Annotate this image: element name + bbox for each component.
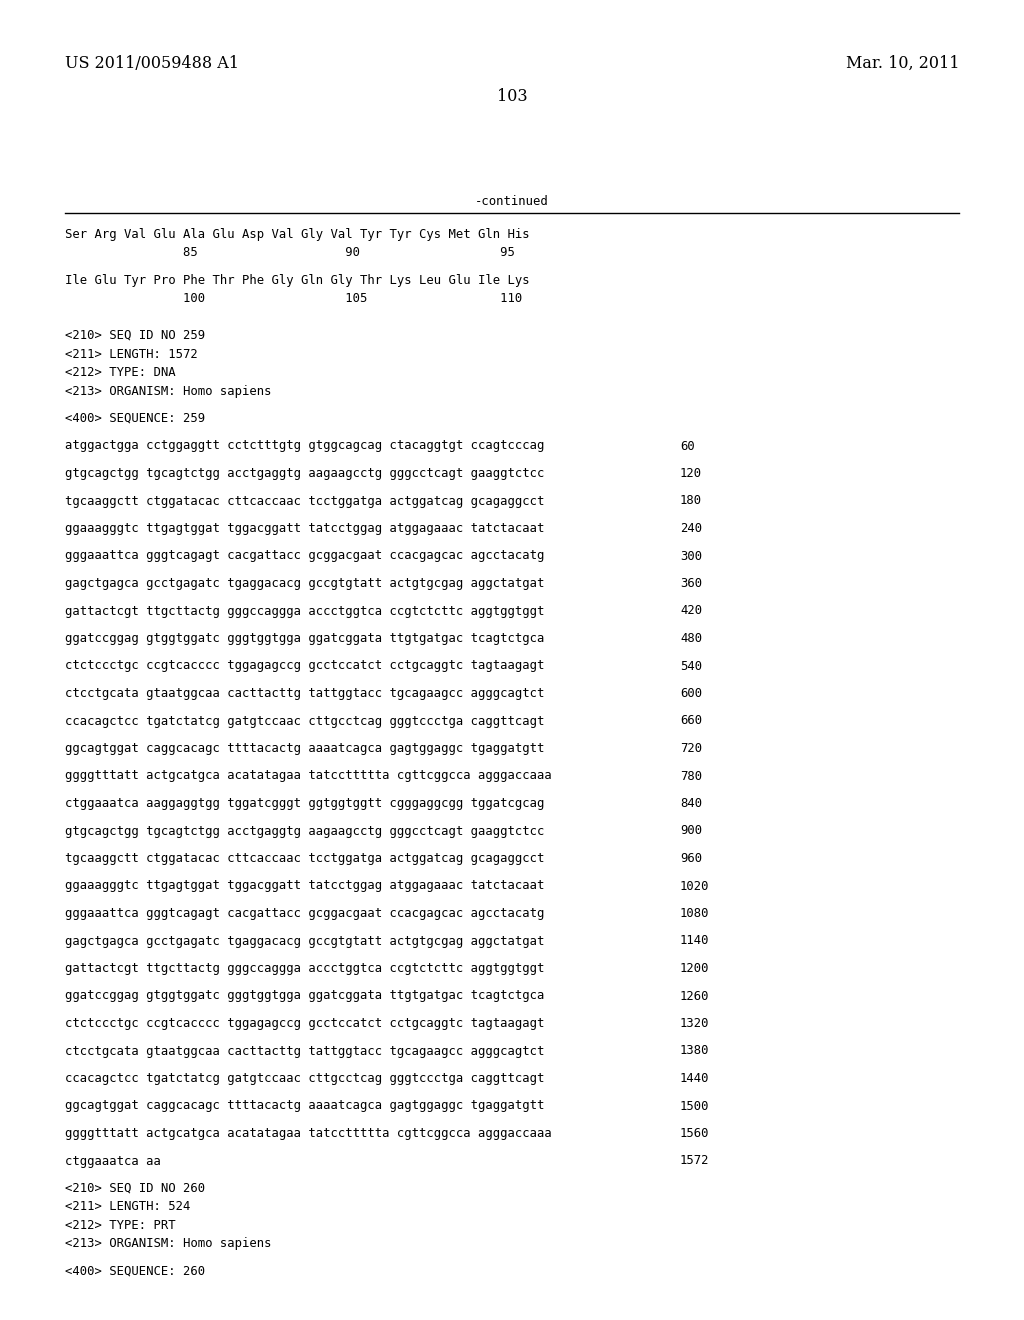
Text: 540: 540 <box>680 660 702 672</box>
Text: 300: 300 <box>680 549 702 562</box>
Text: gattactcgt ttgcttactg gggccaggga accctggtca ccgtctcttc aggtggtggt: gattactcgt ttgcttactg gggccaggga accctgg… <box>65 962 545 975</box>
Text: 360: 360 <box>680 577 702 590</box>
Text: 85                    90                   95: 85 90 95 <box>65 247 515 260</box>
Text: 1140: 1140 <box>680 935 710 948</box>
Text: ggatccggag gtggtggatc gggtggtgga ggatcggata ttgtgatgac tcagtctgca: ggatccggag gtggtggatc gggtggtgga ggatcgg… <box>65 632 545 645</box>
Text: 240: 240 <box>680 521 702 535</box>
Text: ctcctgcata gtaatggcaa cacttacttg tattggtacc tgcagaagcc agggcagtct: ctcctgcata gtaatggcaa cacttacttg tattggt… <box>65 1044 545 1057</box>
Text: gggaaattca gggtcagagt cacgattacc gcggacgaat ccacgagcac agcctacatg: gggaaattca gggtcagagt cacgattacc gcggacg… <box>65 549 545 562</box>
Text: gtgcagctgg tgcagtctgg acctgaggtg aagaagcctg gggcctcagt gaaggtctcc: gtgcagctgg tgcagtctgg acctgaggtg aagaagc… <box>65 467 545 480</box>
Text: tgcaaggctt ctggatacac cttcaccaac tcctggatga actggatcag gcagaggcct: tgcaaggctt ctggatacac cttcaccaac tcctgga… <box>65 495 545 507</box>
Text: 1200: 1200 <box>680 962 710 975</box>
Text: 60: 60 <box>680 440 694 453</box>
Text: <213> ORGANISM: Homo sapiens: <213> ORGANISM: Homo sapiens <box>65 1238 271 1250</box>
Text: 780: 780 <box>680 770 702 783</box>
Text: Ser Arg Val Glu Ala Glu Asp Val Gly Val Tyr Tyr Cys Met Gln His: Ser Arg Val Glu Ala Glu Asp Val Gly Val … <box>65 228 529 242</box>
Text: ctctccctgc ccgtcacccc tggagagccg gcctccatct cctgcaggtc tagtaagagt: ctctccctgc ccgtcacccc tggagagccg gcctcca… <box>65 660 545 672</box>
Text: 960: 960 <box>680 851 702 865</box>
Text: Mar. 10, 2011: Mar. 10, 2011 <box>846 55 959 73</box>
Text: 600: 600 <box>680 686 702 700</box>
Text: ggaaagggtc ttgagtggat tggacggatt tatcctggag atggagaaac tatctacaat: ggaaagggtc ttgagtggat tggacggatt tatcctg… <box>65 879 545 892</box>
Text: ccacagctcc tgatctatcg gatgtccaac cttgcctcag gggtccctga caggttcagt: ccacagctcc tgatctatcg gatgtccaac cttgcct… <box>65 1072 545 1085</box>
Text: gtgcagctgg tgcagtctgg acctgaggtg aagaagcctg gggcctcagt gaaggtctcc: gtgcagctgg tgcagtctgg acctgaggtg aagaagc… <box>65 825 545 837</box>
Text: 660: 660 <box>680 714 702 727</box>
Text: 1440: 1440 <box>680 1072 710 1085</box>
Text: 1560: 1560 <box>680 1127 710 1140</box>
Text: Ile Glu Tyr Pro Phe Thr Phe Gly Gln Gly Thr Lys Leu Glu Ile Lys: Ile Glu Tyr Pro Phe Thr Phe Gly Gln Gly … <box>65 275 529 286</box>
Text: <213> ORGANISM: Homo sapiens: <213> ORGANISM: Homo sapiens <box>65 384 271 397</box>
Text: 180: 180 <box>680 495 702 507</box>
Text: gagctgagca gcctgagatc tgaggacacg gccgtgtatt actgtgcgag aggctatgat: gagctgagca gcctgagatc tgaggacacg gccgtgt… <box>65 935 545 948</box>
Text: gattactcgt ttgcttactg gggccaggga accctggtca ccgtctcttc aggtggtggt: gattactcgt ttgcttactg gggccaggga accctgg… <box>65 605 545 618</box>
Text: -continued: -continued <box>475 195 549 209</box>
Text: ggaaagggtc ttgagtggat tggacggatt tatcctggag atggagaaac tatctacaat: ggaaagggtc ttgagtggat tggacggatt tatcctg… <box>65 521 545 535</box>
Text: <210> SEQ ID NO 260: <210> SEQ ID NO 260 <box>65 1181 205 1195</box>
Text: <211> LENGTH: 524: <211> LENGTH: 524 <box>65 1200 190 1213</box>
Text: ggggtttatt actgcatgca acatatagaa tatccttttta cgttcggcca agggaccaaa: ggggtttatt actgcatgca acatatagaa tatcctt… <box>65 770 552 783</box>
Text: 1572: 1572 <box>680 1155 710 1167</box>
Text: 103: 103 <box>497 88 527 106</box>
Text: atggactgga cctggaggtt cctctttgtg gtggcagcag ctacaggtgt ccagtcccag: atggactgga cctggaggtt cctctttgtg gtggcag… <box>65 440 545 453</box>
Text: 100                   105                  110: 100 105 110 <box>65 293 522 305</box>
Text: gggaaattca gggtcagagt cacgattacc gcggacgaat ccacgagcac agcctacatg: gggaaattca gggtcagagt cacgattacc gcggacg… <box>65 907 545 920</box>
Text: <400> SEQUENCE: 260: <400> SEQUENCE: 260 <box>65 1265 205 1278</box>
Text: 1260: 1260 <box>680 990 710 1002</box>
Text: 720: 720 <box>680 742 702 755</box>
Text: ggggtttatt actgcatgca acatatagaa tatccttttta cgttcggcca agggaccaaa: ggggtttatt actgcatgca acatatagaa tatcctt… <box>65 1127 552 1140</box>
Text: <400> SEQUENCE: 259: <400> SEQUENCE: 259 <box>65 412 205 425</box>
Text: ctggaaatca aa: ctggaaatca aa <box>65 1155 161 1167</box>
Text: 480: 480 <box>680 632 702 645</box>
Text: ctggaaatca aaggaggtgg tggatcgggt ggtggtggtt cgggaggcgg tggatcgcag: ctggaaatca aaggaggtgg tggatcgggt ggtggtg… <box>65 797 545 810</box>
Text: 1080: 1080 <box>680 907 710 920</box>
Text: ggcagtggat caggcacagc ttttacactg aaaatcagca gagtggaggc tgaggatgtt: ggcagtggat caggcacagc ttttacactg aaaatca… <box>65 742 545 755</box>
Text: ggatccggag gtggtggatc gggtggtgga ggatcggata ttgtgatgac tcagtctgca: ggatccggag gtggtggatc gggtggtgga ggatcgg… <box>65 990 545 1002</box>
Text: <210> SEQ ID NO 259: <210> SEQ ID NO 259 <box>65 329 205 342</box>
Text: 120: 120 <box>680 467 702 480</box>
Text: US 2011/0059488 A1: US 2011/0059488 A1 <box>65 55 239 73</box>
Text: 1380: 1380 <box>680 1044 710 1057</box>
Text: 1320: 1320 <box>680 1016 710 1030</box>
Text: <212> TYPE: DNA: <212> TYPE: DNA <box>65 366 176 379</box>
Text: ccacagctcc tgatctatcg gatgtccaac cttgcctcag gggtccctga caggttcagt: ccacagctcc tgatctatcg gatgtccaac cttgcct… <box>65 714 545 727</box>
Text: tgcaaggctt ctggatacac cttcaccaac tcctggatga actggatcag gcagaggcct: tgcaaggctt ctggatacac cttcaccaac tcctgga… <box>65 851 545 865</box>
Text: <212> TYPE: PRT: <212> TYPE: PRT <box>65 1218 176 1232</box>
Text: ctcctgcata gtaatggcaa cacttacttg tattggtacc tgcagaagcc agggcagtct: ctcctgcata gtaatggcaa cacttacttg tattggt… <box>65 686 545 700</box>
Text: ggcagtggat caggcacagc ttttacactg aaaatcagca gagtggaggc tgaggatgtt: ggcagtggat caggcacagc ttttacactg aaaatca… <box>65 1100 545 1113</box>
Text: ctctccctgc ccgtcacccc tggagagccg gcctccatct cctgcaggtc tagtaagagt: ctctccctgc ccgtcacccc tggagagccg gcctcca… <box>65 1016 545 1030</box>
Text: 1500: 1500 <box>680 1100 710 1113</box>
Text: <211> LENGTH: 1572: <211> LENGTH: 1572 <box>65 347 198 360</box>
Text: gagctgagca gcctgagatc tgaggacacg gccgtgtatt actgtgcgag aggctatgat: gagctgagca gcctgagatc tgaggacacg gccgtgt… <box>65 577 545 590</box>
Text: 840: 840 <box>680 797 702 810</box>
Text: 420: 420 <box>680 605 702 618</box>
Text: 900: 900 <box>680 825 702 837</box>
Text: 1020: 1020 <box>680 879 710 892</box>
